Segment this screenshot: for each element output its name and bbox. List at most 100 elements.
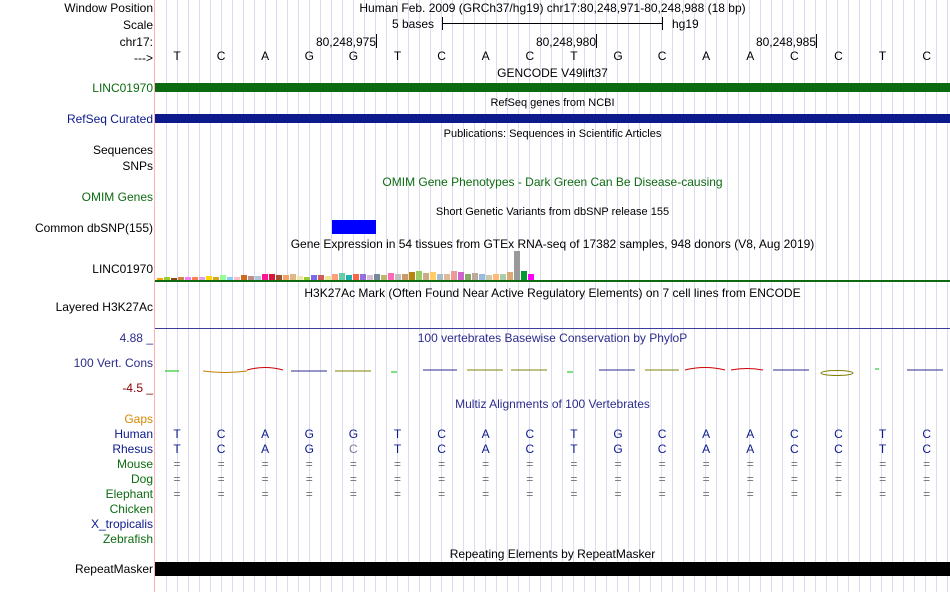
species-label-xtropicalis[interactable]: X_tropicalis (90, 517, 153, 531)
gtex-tissue-bar[interactable] (234, 277, 240, 280)
gencode-title: GENCODE V49lift37 (497, 66, 608, 80)
repeatmasker-element[interactable] (155, 562, 950, 576)
grid-line (760, 0, 761, 592)
gtex-tissue-bar[interactable] (339, 273, 345, 280)
gtex-tissue-bar[interactable] (437, 274, 443, 280)
gtex-tissue-bar[interactable] (360, 274, 366, 280)
grid-line (397, 0, 398, 592)
omim-track-label[interactable]: OMIM Genes (81, 190, 153, 204)
species-label-elephant[interactable]: Elephant (105, 487, 153, 501)
gtex-tissue-bar[interactable] (241, 275, 247, 280)
position-text: Human Feb. 2009 (GRCh37/hg19) chr17:80,2… (359, 1, 746, 15)
gtex-tissue-bar[interactable] (332, 274, 338, 280)
gtex-tissue-bar[interactable] (276, 275, 282, 280)
gtex-tissue-bar[interactable] (157, 278, 163, 280)
gtex-tissue-bar[interactable] (290, 274, 296, 280)
repeatmasker-track-label[interactable]: RepeatMasker (74, 562, 153, 576)
gtex-tissue-bar[interactable] (269, 274, 275, 280)
refseq-track-label[interactable]: RefSeq Curated (66, 112, 153, 126)
gtex-bar-chart[interactable] (155, 251, 950, 280)
gtex-tissue-bar[interactable] (178, 277, 184, 280)
alignment-base: = (658, 457, 666, 471)
gtex-tissue-bar[interactable] (507, 272, 513, 280)
alignment-base: = (349, 457, 357, 471)
species-label-rhesus[interactable]: Rhesus (112, 442, 153, 456)
gtex-tissue-bar[interactable] (283, 275, 289, 280)
dbsnp-title: Short Genetic Variants from dbSNP releas… (435, 206, 670, 218)
gtex-tissue-bar[interactable] (444, 274, 450, 280)
gtex-tissue-bar[interactable] (325, 276, 331, 280)
phylop-plot[interactable] (155, 360, 950, 380)
dbsnp-track-label[interactable]: Common dbSNP(155) (34, 221, 153, 235)
gtex-tissue-bar[interactable] (199, 277, 205, 280)
gtex-tissue-bar[interactable] (423, 273, 429, 280)
gtex-tissue-bar[interactable] (374, 274, 380, 280)
gtex-tissue-bar[interactable] (248, 276, 254, 280)
gtex-tissue-bar[interactable] (255, 276, 261, 280)
gtex-tissue-bar[interactable] (346, 275, 352, 280)
gtex-tissue-bar[interactable] (500, 274, 506, 280)
gtex-tissue-bar[interactable] (220, 275, 226, 280)
grid-line (683, 0, 684, 592)
phylop-track-label[interactable]: 100 Vert. Cons (73, 356, 153, 370)
gtex-tissue-bar[interactable] (528, 274, 534, 280)
gtex-tissue-bar[interactable] (514, 251, 520, 280)
gencode-gene-bar[interactable] (155, 83, 950, 92)
sequences-track-label[interactable]: Sequences (92, 143, 153, 157)
gtex-tissue-bar[interactable] (493, 274, 499, 280)
grid-line (243, 0, 244, 592)
gtex-tissue-bar[interactable] (297, 276, 303, 280)
gtex-tissue-bar[interactable] (416, 271, 422, 280)
species-label-dog[interactable]: Dog (130, 472, 153, 486)
gtex-tissue-bar[interactable] (262, 274, 268, 280)
snps-track-label[interactable]: SNPs (122, 159, 153, 173)
gtex-tissue-bar[interactable] (486, 275, 492, 280)
species-label-mouse[interactable]: Mouse (116, 457, 153, 471)
grid-line (804, 0, 805, 592)
gtex-tissue-bar[interactable] (402, 274, 408, 280)
gtex-tissue-bar[interactable] (206, 276, 212, 280)
gtex-tissue-bar[interactable] (213, 277, 219, 280)
gtex-tissue-bar[interactable] (521, 271, 527, 280)
gtex-track-label[interactable]: LINC01970 (92, 262, 153, 276)
grid-line (738, 0, 739, 592)
gtex-tissue-bar[interactable] (227, 277, 233, 280)
gtex-tissue-bar[interactable] (458, 272, 464, 280)
grid-line (727, 0, 728, 592)
gtex-tissue-bar[interactable] (479, 274, 485, 280)
gtex-tissue-bar[interactable] (451, 271, 457, 280)
gtex-tissue-bar[interactable] (395, 274, 401, 280)
refseq-gene-bar[interactable] (155, 114, 950, 123)
species-label-human[interactable]: Human (114, 427, 153, 441)
gtex-tissue-bar[interactable] (164, 277, 170, 280)
gtex-tissue-bar[interactable] (171, 278, 177, 280)
gencode-track-label[interactable]: LINC01970 (92, 81, 153, 95)
base-letter: C (525, 49, 535, 63)
gtex-tissue-bar[interactable] (192, 277, 198, 280)
gtex-tissue-bar[interactable] (472, 273, 478, 280)
ruler-tick-2 (596, 34, 597, 48)
species-label-zebrafish[interactable]: Zebrafish (102, 532, 153, 546)
gtex-tissue-bar[interactable] (311, 275, 317, 280)
species-label-chicken[interactable]: Chicken (109, 502, 153, 516)
alignment-base: = (834, 457, 842, 471)
gtex-tissue-bar[interactable] (353, 274, 359, 280)
grid-line (276, 0, 277, 592)
gtex-tissue-bar[interactable] (185, 277, 191, 280)
gtex-tissue-bar[interactable] (465, 274, 471, 280)
gtex-tissue-bar[interactable] (304, 277, 310, 280)
gtex-tissue-bar[interactable] (430, 272, 436, 280)
alignment-base: C (525, 427, 535, 441)
dbsnp-variant[interactable] (332, 220, 376, 234)
gtex-tissue-bar[interactable] (318, 275, 324, 280)
grid-line (309, 0, 310, 592)
gtex-tissue-bar[interactable] (381, 275, 387, 280)
gtex-tissue-bar[interactable] (388, 273, 394, 280)
gtex-tissue-bar[interactable] (367, 275, 373, 280)
grid-line (837, 0, 838, 592)
alignment-base: = (261, 472, 269, 486)
h3k27ac-track-label[interactable]: Layered H3K27Ac (55, 300, 153, 314)
grid-line (540, 0, 541, 592)
track-area[interactable]: Human Feb. 2009 (GRCh37/hg19) chr17:80,2… (155, 0, 950, 592)
gtex-tissue-bar[interactable] (409, 272, 415, 280)
